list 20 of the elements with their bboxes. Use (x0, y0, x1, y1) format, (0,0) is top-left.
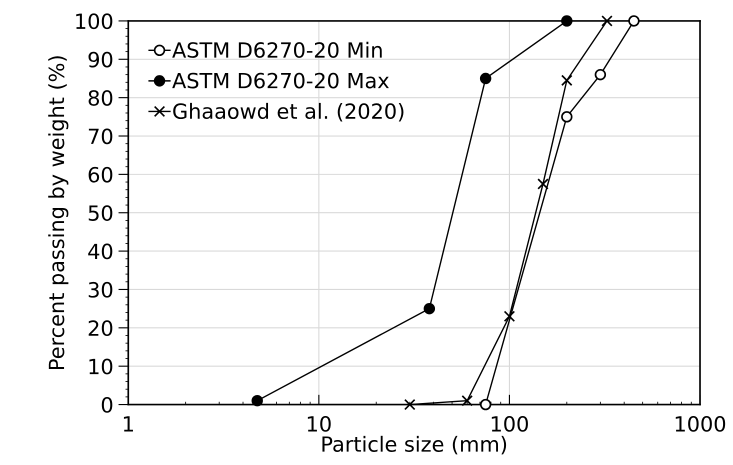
y-tick-label: 70 (88, 128, 112, 144)
y-tick-label: 20 (88, 320, 112, 336)
y-tick-label: 60 (88, 166, 112, 183)
y-tick-label: 0 (102, 397, 112, 413)
x-axis-title: Particle size (mm) (322, 436, 506, 454)
y-tick-label: 50 (88, 205, 112, 221)
y-tick-label: 90 (88, 52, 112, 68)
x-tick-label: 1000 (676, 416, 726, 432)
legend-label: Ghaaowd et al. (2020) (173, 102, 404, 122)
x-tick-label: 1 (124, 416, 133, 432)
y-axis-title: Percent passing by weight (%) (48, 56, 68, 369)
y-tick-label: 40 (88, 244, 112, 260)
y-tick-label: 10 (89, 358, 112, 374)
y-tick-label: 100 (76, 13, 112, 30)
x-tick-label: 10 (308, 416, 331, 432)
legend-label: ASTM D6270-20 Min (172, 42, 382, 58)
y-tick-label: 30 (88, 282, 112, 298)
y-tick-label: 80 (88, 90, 112, 106)
x-tick-label: 100 (492, 416, 528, 432)
legend-label: ASTM D6270-20 Max (172, 72, 389, 88)
